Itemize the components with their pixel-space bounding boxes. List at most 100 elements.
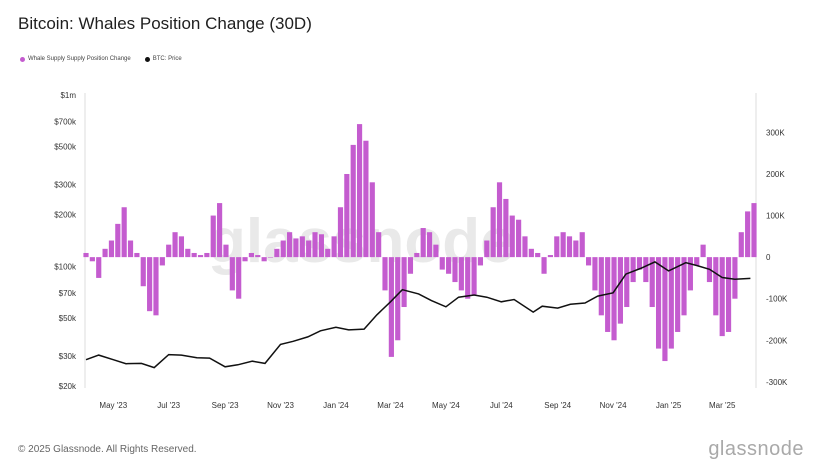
whale-bar bbox=[566, 236, 573, 258]
whale-bar bbox=[713, 257, 719, 316]
whale-bar bbox=[655, 257, 662, 349]
legend-swatch-price bbox=[144, 56, 150, 62]
whale-bar bbox=[172, 232, 178, 258]
whale-bar bbox=[261, 257, 267, 262]
whale-bar bbox=[401, 257, 407, 308]
whale-bar bbox=[299, 236, 305, 258]
legend-item-whale[interactable]: Whale Supply Supply Position Change bbox=[20, 56, 131, 62]
whale-bar bbox=[223, 244, 229, 258]
whale-bar bbox=[598, 257, 604, 316]
whale-bar bbox=[719, 257, 725, 337]
x-tick-label: Sep '23 bbox=[212, 401, 239, 410]
x-tick-label: Jul '23 bbox=[157, 401, 180, 410]
whale-bar bbox=[452, 257, 458, 283]
whale-bar bbox=[503, 198, 509, 258]
whale-bar bbox=[547, 255, 554, 258]
whale-bar bbox=[318, 234, 324, 258]
whale-bar bbox=[611, 257, 617, 341]
right-tick-label: -100K bbox=[766, 295, 788, 304]
whale-bar bbox=[687, 257, 693, 291]
x-tick-label: Mar '24 bbox=[377, 401, 404, 410]
whale-bar bbox=[83, 252, 89, 258]
whale-bar bbox=[153, 257, 159, 316]
x-tick-label: Nov '23 bbox=[267, 401, 294, 410]
whale-bar bbox=[287, 232, 293, 258]
whale-bar bbox=[331, 236, 337, 258]
whale-bar bbox=[376, 232, 382, 258]
whale-bar bbox=[745, 211, 751, 258]
left-tick-label: $700k bbox=[54, 118, 77, 127]
whale-bar bbox=[280, 240, 286, 258]
whale-bar bbox=[414, 252, 420, 258]
whale-bar bbox=[649, 257, 655, 308]
whale-bar bbox=[197, 255, 204, 258]
left-tick-label: $50k bbox=[59, 314, 77, 323]
whale-bar bbox=[554, 236, 560, 258]
whale-bar bbox=[465, 257, 471, 299]
legend-label-price: BTC: Price bbox=[152, 56, 182, 62]
whale-bar bbox=[662, 257, 668, 362]
whale-bar bbox=[732, 257, 738, 299]
whale-bar bbox=[700, 244, 706, 258]
whale-bar bbox=[204, 252, 210, 258]
whale-bar bbox=[312, 232, 318, 258]
whale-bar bbox=[363, 140, 369, 258]
whale-bar bbox=[420, 228, 426, 258]
whale-bar bbox=[248, 252, 254, 258]
whale-bar bbox=[516, 219, 522, 258]
whale-bar bbox=[681, 257, 687, 316]
whale-bar bbox=[166, 244, 172, 258]
right-y-ticks: 300K 200K 100K 0 -100K -200K -300K bbox=[766, 128, 788, 386]
whale-bar bbox=[102, 248, 108, 258]
whale-bar bbox=[255, 255, 261, 258]
right-tick-label: 300K bbox=[766, 128, 785, 137]
whale-bar bbox=[369, 182, 375, 258]
left-tick-label: $30k bbox=[59, 352, 77, 361]
whale-bar bbox=[446, 257, 452, 274]
whale-bar bbox=[477, 257, 484, 266]
right-tick-label: -200K bbox=[766, 336, 788, 345]
left-tick-label: $300k bbox=[54, 181, 77, 190]
whale-bar bbox=[121, 207, 127, 258]
whale-bar bbox=[484, 240, 490, 258]
whale-bar bbox=[490, 207, 496, 258]
whale-bar bbox=[147, 257, 153, 312]
whale-bar bbox=[108, 240, 115, 258]
right-tick-label: -300K bbox=[766, 378, 788, 387]
whale-bar bbox=[592, 257, 598, 291]
legend-item-price[interactable]: BTC: Price bbox=[144, 56, 182, 62]
whale-bar bbox=[344, 173, 350, 258]
legend-swatch-whale bbox=[20, 56, 25, 62]
whale-bar bbox=[127, 240, 134, 258]
x-tick-label: Nov '24 bbox=[600, 401, 627, 410]
whale-bar bbox=[210, 215, 216, 258]
legend-label-whale: Whale Supply Supply Position Change bbox=[28, 56, 131, 62]
right-tick-label: 100K bbox=[766, 212, 785, 221]
whale-bar bbox=[274, 248, 280, 258]
whale-bar bbox=[96, 257, 102, 278]
x-tick-label: Jan '24 bbox=[323, 401, 349, 410]
whale-bar bbox=[337, 207, 344, 258]
whale-bar bbox=[191, 252, 197, 258]
whale-bar bbox=[433, 244, 439, 258]
whale-bar bbox=[560, 232, 566, 258]
whale-bar bbox=[471, 257, 477, 295]
x-tick-label: May '23 bbox=[99, 401, 127, 410]
left-tick-label: $20k bbox=[59, 382, 77, 391]
whale-bar bbox=[388, 257, 394, 357]
left-tick-label: $100k bbox=[54, 262, 77, 271]
x-tick-label: Mar '25 bbox=[709, 401, 736, 410]
whale-bar bbox=[426, 232, 433, 258]
whale-bar bbox=[573, 240, 579, 258]
whale-bar bbox=[579, 232, 585, 258]
whale-bar bbox=[541, 257, 547, 274]
chart-title: Bitcoin: Whales Position Change (30D) bbox=[18, 14, 312, 33]
whale-bar bbox=[528, 248, 534, 258]
whale-bars bbox=[83, 124, 757, 362]
whale-bar bbox=[738, 232, 744, 258]
whale-bar bbox=[725, 257, 732, 332]
x-tick-label: Jan '25 bbox=[656, 401, 682, 410]
whale-bar bbox=[675, 257, 681, 332]
whale-bar bbox=[636, 257, 643, 270]
